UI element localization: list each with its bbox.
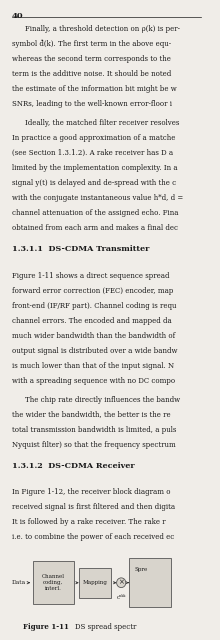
Text: channel attenuation of the assigned echo. Fina: channel attenuation of the assigned echo… xyxy=(12,209,179,217)
Text: It is followed by a rake receiver. The rake r: It is followed by a rake receiver. The r… xyxy=(12,518,166,526)
Text: with a spreading sequence with no DC compo: with a spreading sequence with no DC com… xyxy=(12,377,175,385)
Text: forward error correction (FEC) encoder, map: forward error correction (FEC) encoder, … xyxy=(12,287,174,294)
Text: channel errors. The encoded and mapped da: channel errors. The encoded and mapped d… xyxy=(12,317,172,324)
Text: received signal is first filtered and then digita: received signal is first filtered and th… xyxy=(12,503,175,511)
Text: is much lower than that of the input signal. N: is much lower than that of the input sig… xyxy=(12,362,174,370)
Text: signal y(t) is delayed and de-spread with the c: signal y(t) is delayed and de-spread wit… xyxy=(12,179,176,187)
Text: SNRs, leading to the well-known error-floor i: SNRs, leading to the well-known error-fl… xyxy=(12,100,172,108)
Text: Data: Data xyxy=(12,580,26,585)
Text: limited by the implementation complexity. In a: limited by the implementation complexity… xyxy=(12,164,178,172)
Text: whereas the second term corresponds to the: whereas the second term corresponds to t… xyxy=(12,55,171,63)
Text: The chip rate directly influences the bandw: The chip rate directly influences the ba… xyxy=(25,396,180,403)
Bar xyxy=(79,568,111,598)
Ellipse shape xyxy=(117,578,126,588)
Text: ×: × xyxy=(118,579,124,587)
Text: (see Section 1.3.1.2). A rake receiver has D a: (see Section 1.3.1.2). A rake receiver h… xyxy=(12,149,173,157)
Text: Mapping: Mapping xyxy=(82,580,108,585)
Text: DS spread spectr: DS spread spectr xyxy=(66,623,137,631)
Text: output signal is distributed over a wide bandw: output signal is distributed over a wide… xyxy=(12,347,178,355)
Bar xyxy=(129,559,170,607)
Text: the wider the bandwidth, the better is the re: the wider the bandwidth, the better is t… xyxy=(12,410,171,419)
Text: Nyquist filter) so that the frequency spectrum: Nyquist filter) so that the frequency sp… xyxy=(12,440,176,449)
Text: total transmission bandwidth is limited, a puls: total transmission bandwidth is limited,… xyxy=(12,426,176,433)
Text: 1.3.1.2  DS-CDMA Receiver: 1.3.1.2 DS-CDMA Receiver xyxy=(12,462,135,470)
Bar xyxy=(33,561,74,604)
Text: term is the additive noise. It should be noted: term is the additive noise. It should be… xyxy=(12,70,171,78)
Text: Figure 1-11: Figure 1-11 xyxy=(23,623,68,631)
Text: the estimate of the information bit might be w: the estimate of the information bit migh… xyxy=(12,85,177,93)
Text: Spre: Spre xyxy=(134,566,147,572)
Text: In Figure 1-12, the receiver block diagram o: In Figure 1-12, the receiver block diagr… xyxy=(12,488,171,496)
Text: i.e. to combine the power of each received ec: i.e. to combine the power of each receiv… xyxy=(12,533,174,541)
Text: cⁿᵏᵏ: cⁿᵏᵏ xyxy=(117,595,126,600)
Text: Channel
coding,
interl.: Channel coding, interl. xyxy=(42,574,65,591)
Text: Figure 1-11 shows a direct sequence spread: Figure 1-11 shows a direct sequence spre… xyxy=(12,271,170,280)
Text: much wider bandwidth than the bandwidth of: much wider bandwidth than the bandwidth … xyxy=(12,332,175,340)
Text: 40: 40 xyxy=(12,12,24,20)
Text: front-end (IF/RF part). Channel coding is requ: front-end (IF/RF part). Channel coding i… xyxy=(12,301,177,310)
Text: In practice a good approximation of a matche: In practice a good approximation of a ma… xyxy=(12,134,176,142)
Text: 1.3.1.1  DS-CDMA Transmitter: 1.3.1.1 DS-CDMA Transmitter xyxy=(12,245,150,253)
Text: Finally, a threshold detection on ρ(k) is per-: Finally, a threshold detection on ρ(k) i… xyxy=(25,25,180,33)
Text: obtained from each arm and makes a final dec: obtained from each arm and makes a final… xyxy=(12,224,178,232)
Text: symbol d̂(k). The first term in the above equ-: symbol d̂(k). The first term in the abov… xyxy=(12,40,171,49)
Text: with the conjugate instantaneous value h*d, d =: with the conjugate instantaneous value h… xyxy=(12,194,183,202)
Text: Ideally, the matched filter receiver resolves: Ideally, the matched filter receiver res… xyxy=(25,119,179,127)
